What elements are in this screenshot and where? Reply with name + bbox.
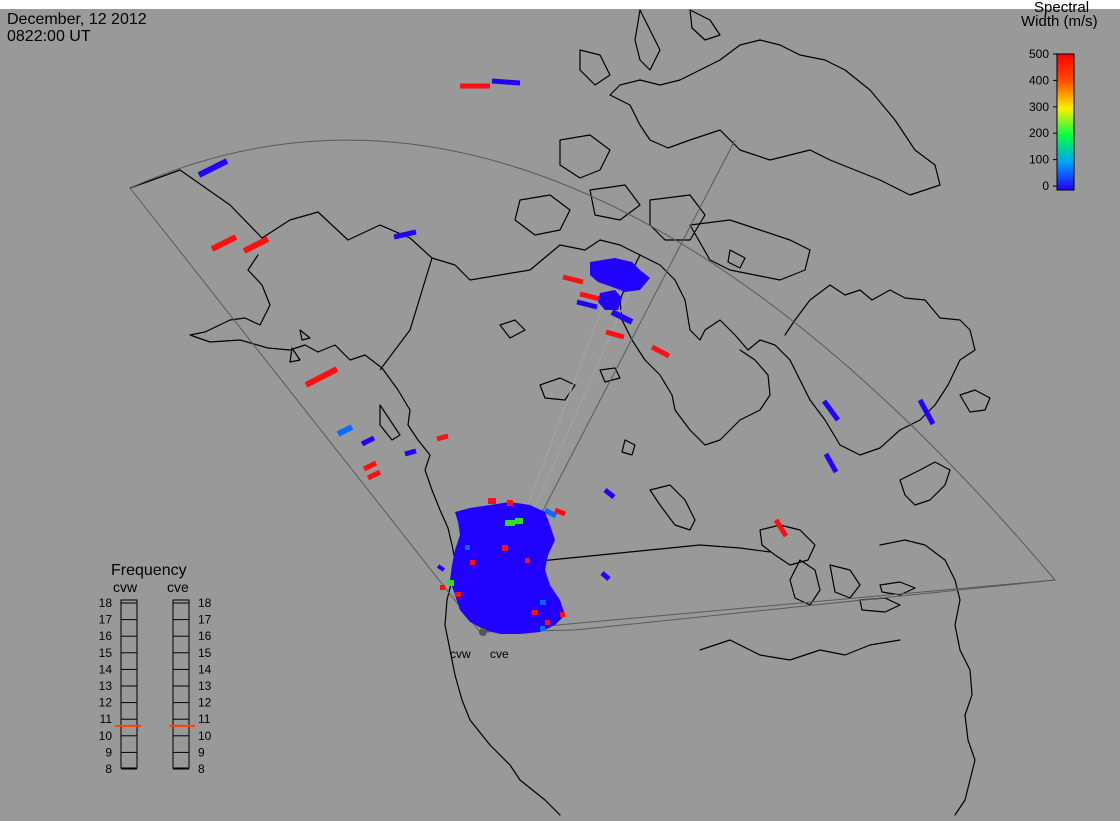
scatter-cell bbox=[552, 598, 557, 603]
frequency-east-label: cve bbox=[167, 579, 189, 595]
scatter-cell bbox=[242, 236, 270, 254]
radar-sites: cvw cve bbox=[450, 628, 509, 661]
scatter-cell bbox=[336, 424, 354, 437]
scatter-cell bbox=[304, 366, 339, 388]
frequency-tick-label-west: 17 bbox=[99, 613, 113, 627]
scatter-cell bbox=[404, 448, 417, 457]
frequency-tick-label-west: 11 bbox=[100, 712, 113, 726]
colorbar-title-line1: Spectral bbox=[1034, 0, 1089, 16]
scatter-cell bbox=[505, 520, 515, 526]
scatter-cell bbox=[393, 229, 417, 240]
scatter-cell bbox=[455, 592, 461, 597]
scatter-cell bbox=[545, 620, 550, 625]
frequency-tick-label-west: 14 bbox=[99, 662, 113, 676]
scatter-cluster bbox=[450, 502, 565, 634]
frequency-tick-label-east: 8 bbox=[198, 762, 205, 776]
frequency-tick-label-west: 8 bbox=[105, 762, 112, 776]
scatter-cell bbox=[603, 488, 616, 499]
scatter-cell bbox=[448, 580, 454, 586]
frequency-tick-label-east: 9 bbox=[198, 745, 205, 759]
scatter-cell bbox=[507, 500, 513, 506]
radar-label-east: cve bbox=[490, 647, 509, 661]
scatter-cell bbox=[366, 469, 382, 481]
radar-site-marker bbox=[479, 628, 487, 636]
colorbar-title-line2: Width (m/s) bbox=[1021, 13, 1098, 30]
colorbar-tick-label: 200 bbox=[1029, 126, 1049, 140]
date-label: December, 12 2012 bbox=[7, 11, 147, 28]
scatter-cell bbox=[823, 452, 839, 474]
frequency-tick-label-east: 10 bbox=[198, 729, 212, 743]
frequency-tick-label-east: 13 bbox=[198, 679, 212, 693]
scatter-cell bbox=[515, 518, 523, 524]
frequency-panel: Frequency cvw cve 18 18 17 17 16 16 15 15 14 14 13… bbox=[99, 562, 212, 776]
frequency-tick-label-east: 12 bbox=[198, 696, 212, 710]
colorbar-tick-label: 0 bbox=[1042, 179, 1049, 193]
radar-label-west: cvw bbox=[450, 647, 471, 661]
scatter-cell bbox=[197, 158, 229, 178]
timestamp: December, 12 2012 0822:00 UT bbox=[7, 11, 147, 45]
scatter-cell bbox=[440, 585, 445, 590]
radar-scatter bbox=[197, 78, 936, 634]
colorbar-legend: Spectral Width (m/s) 0 100 200 300 400 500 bbox=[1021, 0, 1098, 193]
frequency-tick-label-west: 13 bbox=[99, 679, 113, 693]
scatter-cluster bbox=[590, 258, 650, 292]
scatter-cell bbox=[650, 344, 671, 359]
colorbar-tick-label: 100 bbox=[1029, 153, 1049, 167]
frequency-tick-label-west: 15 bbox=[99, 646, 113, 660]
scatter-cell bbox=[554, 507, 566, 517]
scatter-cell bbox=[532, 610, 538, 615]
scatter-cell bbox=[465, 545, 470, 550]
frequency-tick-label-west: 16 bbox=[99, 629, 113, 643]
scatter-cluster bbox=[598, 290, 622, 310]
scatter-cell bbox=[210, 234, 238, 252]
scatter-cell bbox=[600, 571, 611, 581]
time-label: 0822:00 UT bbox=[7, 28, 91, 45]
scatter-cell bbox=[562, 274, 584, 285]
coastlines bbox=[129, 9, 991, 816]
scatter-cell bbox=[436, 433, 449, 442]
colorbar-tick-label: 500 bbox=[1029, 47, 1049, 61]
scatter-cell bbox=[560, 612, 565, 617]
scatter-cell bbox=[525, 558, 530, 563]
frequency-west-label: cvw bbox=[113, 579, 138, 595]
frequency-ticks: 18 18 17 17 16 16 15 15 14 14 13 13 12 12 11 11 10 10 9 9 8 8 bbox=[99, 596, 212, 776]
frequency-tick-label-west: 12 bbox=[99, 696, 113, 710]
frequency-tick-label-west: 9 bbox=[105, 745, 112, 759]
scatter-cell bbox=[540, 600, 546, 605]
scatter-cell bbox=[576, 299, 598, 310]
scatter-cell bbox=[579, 291, 601, 302]
scatter-cell bbox=[502, 545, 508, 551]
scatter-cell bbox=[470, 560, 475, 565]
frequency-tick-label-east: 16 bbox=[198, 629, 212, 643]
scatter-cell bbox=[610, 309, 634, 325]
map-background bbox=[0, 9, 1120, 821]
scatter-cell bbox=[362, 460, 378, 472]
scatter-cell bbox=[360, 435, 376, 447]
frequency-tick-label-west: 18 bbox=[99, 596, 113, 610]
frequency-tick-label-east: 18 bbox=[198, 596, 212, 610]
frequency-title: Frequency bbox=[111, 562, 187, 579]
colorbar-tick-label: 400 bbox=[1029, 73, 1049, 87]
scatter-cell bbox=[821, 399, 841, 422]
frequency-west-bar bbox=[120, 599, 138, 769]
colorbar-ticks: 0 100 200 300 400 500 bbox=[1029, 47, 1057, 193]
scatter-cell bbox=[491, 78, 521, 86]
frequency-tick-label-east: 14 bbox=[198, 662, 212, 676]
scatter-cell bbox=[543, 507, 558, 519]
frequency-tick-label-east: 17 bbox=[198, 613, 212, 627]
frequency-tick-label-east: 11 bbox=[198, 712, 211, 726]
scatter-cell bbox=[540, 626, 545, 631]
scatter-cell bbox=[917, 398, 936, 426]
scatter-cell bbox=[436, 564, 446, 572]
scatter-cell bbox=[773, 518, 789, 538]
frequency-tick-label-east: 15 bbox=[198, 646, 212, 660]
scatter-cell bbox=[605, 329, 625, 340]
colorbar-gradient bbox=[1056, 53, 1075, 191]
scatter-cell bbox=[488, 498, 496, 504]
frequency-east-bar bbox=[172, 599, 190, 769]
frequency-tick-label-west: 10 bbox=[99, 729, 113, 743]
colorbar-tick-label: 300 bbox=[1029, 100, 1049, 114]
